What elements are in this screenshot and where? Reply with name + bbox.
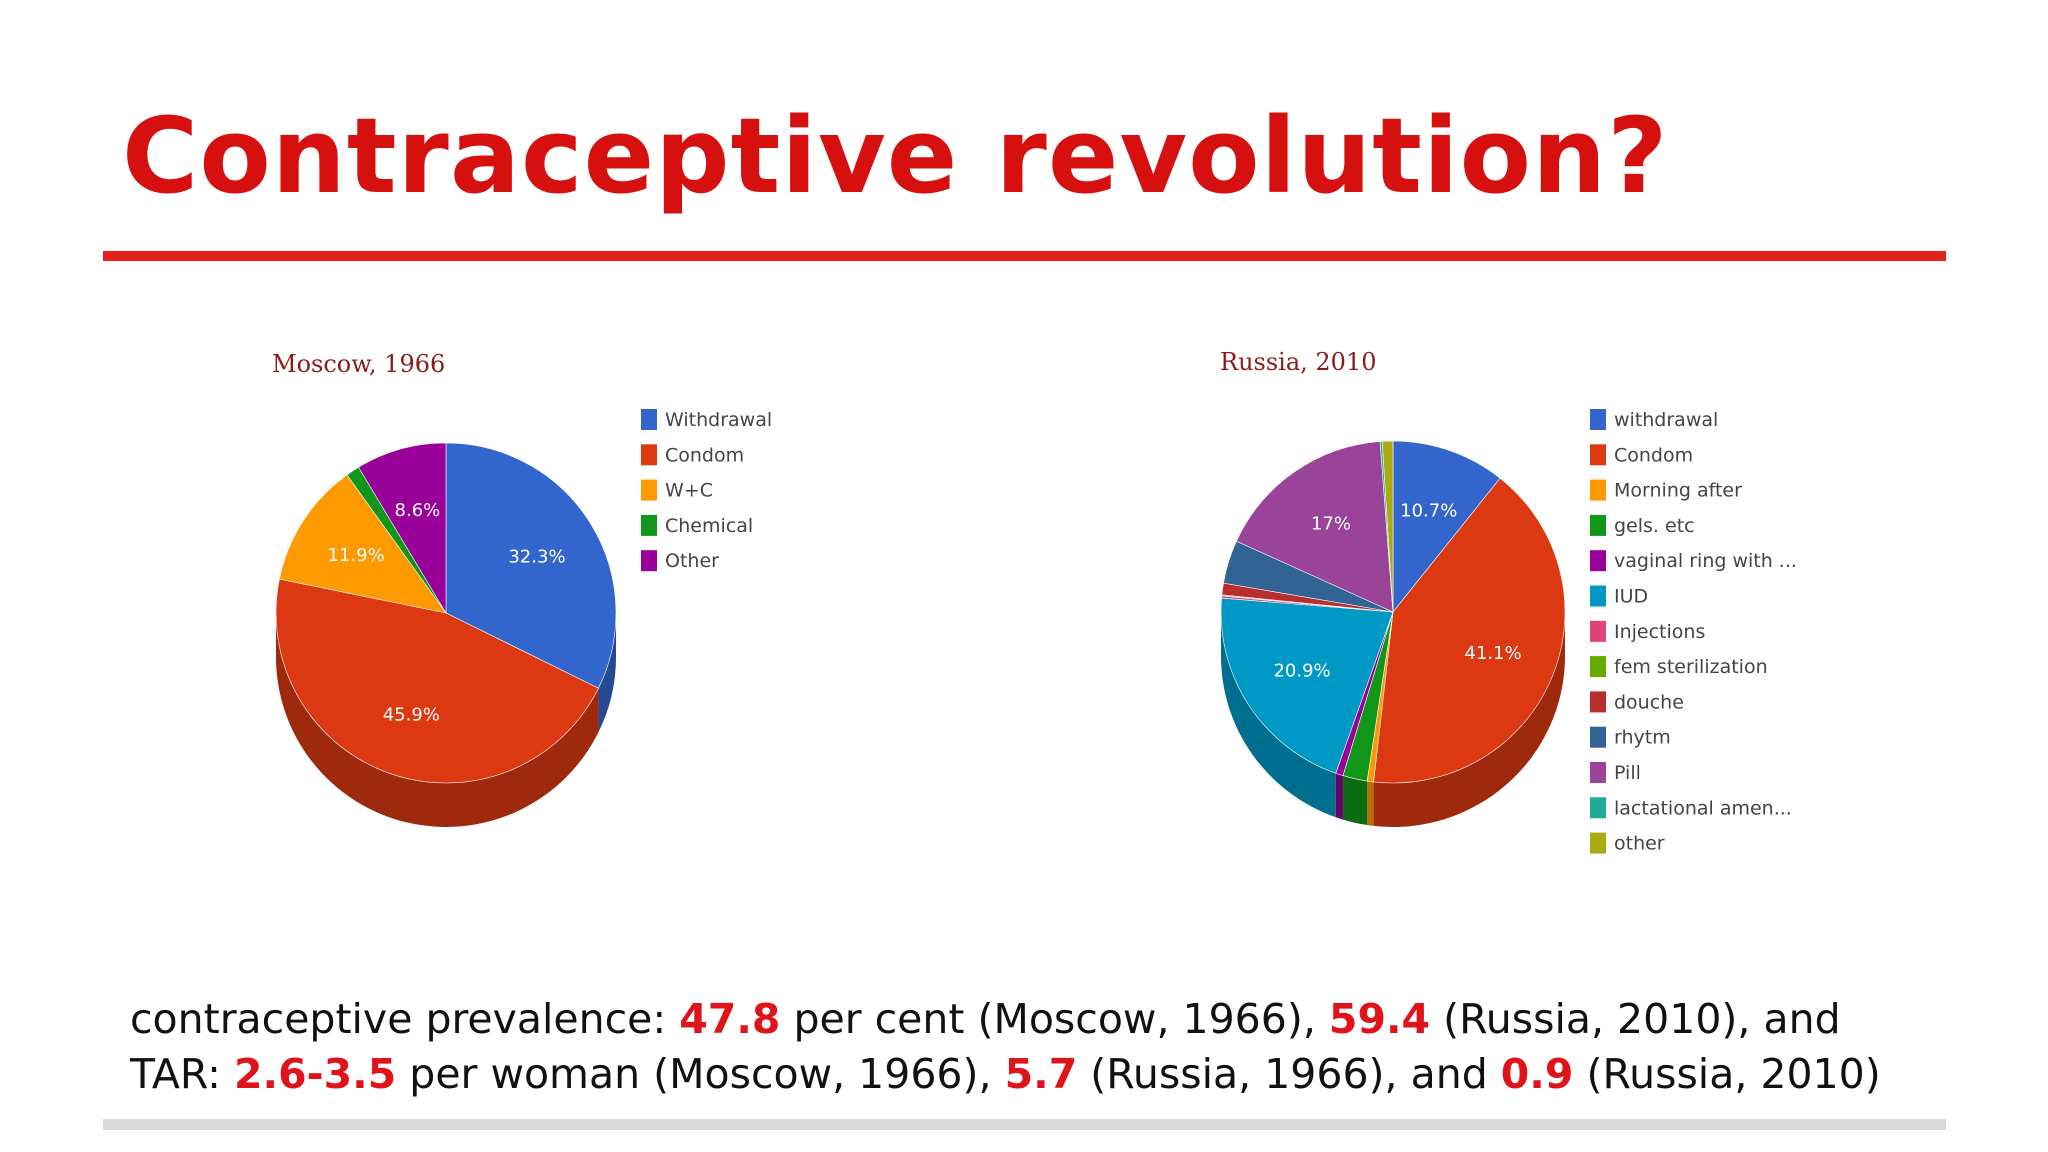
pie-slice-condom	[1373, 477, 1566, 784]
pie-chart-1: 32.3% 45.9% 11.9% 8.6% Moscow, 1966 Withdrawa…	[272, 350, 772, 827]
tar-line: TAR: 2.6-3.5 per woman (Moscow, 1966), 5…	[130, 1047, 1881, 1102]
footer-text: contraceptive prevalence: 47.8 per cent …	[130, 992, 1881, 1102]
pie-side-condom	[1373, 612, 1565, 827]
pie-side-iud	[1221, 612, 1336, 818]
pie-charts: 32.3% 45.9% 11.9% 8.6% Moscow, 1966 Withdrawa…	[272, 348, 1797, 855]
pie-side-vaginal-ring-with	[1335, 773, 1343, 820]
legend-label-other: Other	[665, 550, 719, 572]
legend-swatch-injections	[1590, 620, 1606, 642]
legend-label-pill: Pill	[1614, 762, 1641, 784]
pie-slice-w-c	[279, 474, 447, 614]
legend-label-withdrawal: withdrawal	[1614, 409, 1718, 431]
tar-text: TAR:	[130, 1050, 234, 1098]
prevalence-moscow-value: 47.8	[679, 995, 781, 1043]
legend-label-vaginal-ring-with: vaginal ring with ...	[1614, 550, 1797, 572]
pie-slice-withdrawal	[445, 442, 617, 689]
prevalence-text: contraceptive prevalence:	[130, 995, 680, 1043]
tar-text: (Russia, 2010)	[1573, 1050, 1881, 1098]
tar-text: per woman (Moscow, 1966),	[396, 1050, 1005, 1098]
prevalence-text: per cent (Moscow, 1966),	[780, 995, 1329, 1043]
legend-swatch-w-c	[641, 479, 657, 501]
pie-slice-other	[358, 442, 447, 615]
legend-swatch-condom	[1590, 444, 1606, 466]
legend-label-other: other	[1614, 833, 1665, 855]
legend-label-douche: douche	[1614, 691, 1684, 713]
legend-label-withdrawal: Withdrawal	[665, 409, 772, 431]
prevalence-line: contraceptive prevalence: 47.8 per cent …	[130, 992, 1881, 1047]
legend-swatch-lactational-amen	[1590, 797, 1606, 819]
bottom-rule	[103, 1119, 1946, 1130]
pie-slice-withdrawal	[1392, 440, 1501, 613]
pie-slice-iud	[1220, 597, 1394, 774]
tar-russia-2010-value: 0.9	[1500, 1050, 1574, 1098]
charts-area: 32.3% 45.9% 11.9% 8.6% Moscow, 1966 Withdrawa…	[0, 270, 2048, 930]
prevalence-text: (Russia, 2010), and	[1430, 995, 1841, 1043]
legend-swatch-other	[641, 550, 657, 572]
legend-label-rhytm: rhytm	[1614, 727, 1671, 749]
legend-swatch-morning-after	[1590, 479, 1606, 501]
legend-label-lactational-amen: lactational amen...	[1614, 797, 1792, 819]
legend-label-injections: Injections	[1614, 621, 1705, 643]
prevalence-russia-value: 59.4	[1328, 995, 1431, 1043]
tar-moscow-value: 2.6-3.5	[233, 1050, 397, 1098]
legend-label-chemical: Chemical	[665, 515, 753, 537]
slice-label-w-c: 11.9%	[328, 545, 385, 566]
pie-chart-2: 10.7% 41.1% 20.9% 17% Russia, 2010 withdrawal…	[1220, 348, 1797, 855]
tar-russia-1966-value: 5.7	[1004, 1050, 1078, 1098]
legend-swatch-withdrawal	[1590, 409, 1606, 430]
legend-swatch-other	[1590, 832, 1606, 854]
pie-side-withdrawal	[598, 613, 616, 733]
legend-label-fem-sterilization: fem sterilization	[1614, 656, 1768, 678]
pie-side-gels-etc	[1342, 775, 1368, 826]
legend-swatch-pill	[1590, 762, 1606, 783]
slice-label-condom: 41.1%	[1465, 643, 1522, 664]
legend-label-condom: Condom	[1614, 444, 1693, 466]
pie-slice-pill	[1236, 441, 1394, 613]
slide-title: Contraceptive revolution?	[122, 95, 1669, 217]
legend-label-gels-etc: gels. etc	[1614, 515, 1695, 537]
legend-swatch-chemical	[641, 514, 657, 536]
legend-swatch-withdrawal	[641, 409, 657, 430]
pie-slice-condom	[275, 578, 599, 784]
legend-swatch-douche	[1590, 691, 1606, 713]
slice-label-pill: 17%	[1311, 514, 1351, 535]
slice-label-withdrawal: 32.3%	[508, 546, 565, 567]
legend-swatch-fem-sterilization	[1590, 656, 1606, 678]
legend-label-morning-after: Morning after	[1614, 480, 1742, 502]
legend-swatch-iud	[1590, 585, 1606, 607]
legend-swatch-vaginal-ring-with	[1590, 550, 1606, 572]
slice-label-iud: 20.9%	[1273, 661, 1330, 682]
chart-title: Russia, 2010	[1220, 348, 1376, 376]
legend-swatch-gels-etc	[1590, 514, 1606, 536]
slice-label-other: 8.6%	[395, 500, 441, 521]
title-rule	[103, 251, 1946, 261]
slice-label-condom: 45.9%	[383, 704, 440, 725]
chart-title: Moscow, 1966	[272, 350, 445, 378]
pie-side-morning-after	[1367, 781, 1374, 826]
legend-swatch-condom	[641, 444, 657, 466]
pie-slice-other	[1381, 440, 1394, 613]
legend-label-condom: Condom	[665, 444, 744, 466]
pie-side-condom	[276, 613, 599, 827]
slice-label-withdrawal: 10.7%	[1400, 500, 1457, 521]
legend-label-iud: IUD	[1614, 586, 1648, 608]
tar-text: (Russia, 1966), and	[1077, 1050, 1501, 1098]
legend-swatch-rhytm	[1590, 726, 1606, 748]
legend-label-w-c: W+C	[665, 480, 713, 502]
